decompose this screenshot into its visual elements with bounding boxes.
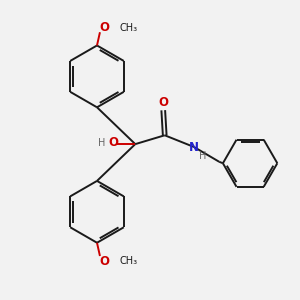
Text: O: O bbox=[108, 136, 118, 149]
Text: CH₃: CH₃ bbox=[119, 23, 137, 33]
Text: O: O bbox=[99, 21, 110, 34]
Text: O: O bbox=[158, 95, 168, 109]
Text: N: N bbox=[189, 141, 199, 154]
Text: H: H bbox=[199, 152, 206, 161]
Text: H: H bbox=[98, 138, 105, 148]
Text: O: O bbox=[99, 255, 110, 268]
Text: CH₃: CH₃ bbox=[119, 256, 137, 266]
